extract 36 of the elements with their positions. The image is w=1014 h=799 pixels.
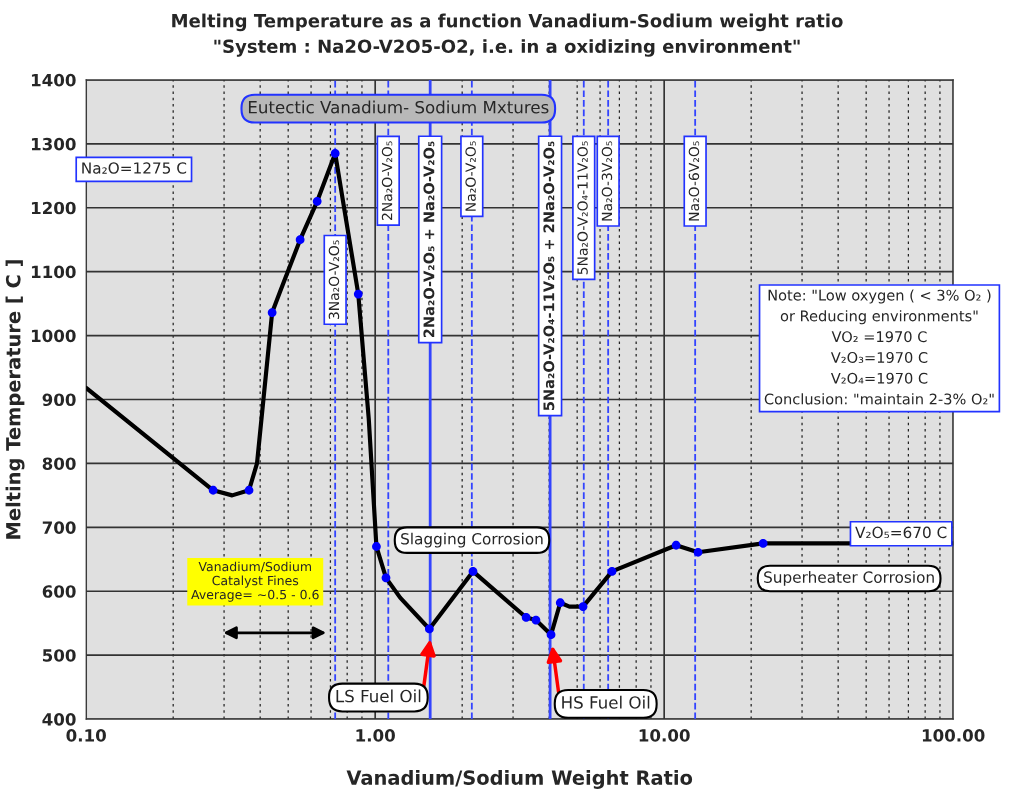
y-tick-label: 1000 bbox=[31, 329, 76, 343]
x-axis-title: Vanadium/Sodium Weight Ratio bbox=[346, 769, 693, 789]
ref-line-label: Na₂O-V₂O₅ bbox=[465, 141, 476, 211]
ref-line-label: 5Na₂O-V₂O₄-11V₂O₅ bbox=[577, 141, 588, 275]
x-tick-label: 1.00 bbox=[356, 729, 395, 742]
annotation: HS Fuel Oil bbox=[562, 695, 650, 709]
y-tick-label: 1400 bbox=[31, 73, 76, 87]
y-tick-label: 1100 bbox=[31, 265, 76, 279]
annotation: Note: "Low oxygen ( < 3% O₂ ) or Reducing environments" VO₂ =1970 C V₂O₃=1970 C V₂O₄=1970 C Conclusion: "maintain 2-3% O₂" bbox=[764, 289, 994, 405]
ref-line-label: 3Na₂O-V₂O₅ bbox=[328, 240, 340, 320]
y-tick-label: 500 bbox=[42, 649, 76, 662]
ref-line-label: 2Na₂O-V₂O₅ bbox=[381, 141, 393, 220]
annotation: Vanadium/Sodium Catalyst Fines Average= ~0.5 - 0.6 bbox=[191, 561, 319, 602]
y-tick-label: 1300 bbox=[31, 137, 76, 151]
x-tick-label: 100.00 bbox=[922, 729, 985, 742]
ref-line-label: Na₂O-6V₂O₅ bbox=[688, 141, 700, 221]
ref-line-label: 5Na₂O-V₂O₄-11V₂O₅ + 2Na₂O-V₂O₅ bbox=[543, 141, 555, 411]
y-axis-title: Melting Temperature [ C ] bbox=[5, 260, 25, 539]
chart-subtitle: "System : Na2O-V2O5-O2, i.e. in a oxidizing environment" bbox=[214, 39, 800, 57]
annotation: Slagging Corrosion bbox=[401, 532, 543, 548]
y-tick-label: 900 bbox=[42, 393, 76, 407]
chart-title: Melting Temperature as a function Vanadium-Sodium weight ratio bbox=[172, 13, 843, 32]
y-tick-label: 700 bbox=[42, 521, 76, 534]
x-tick-label: 0.10 bbox=[66, 729, 106, 742]
y-tick-label: 1200 bbox=[31, 201, 76, 215]
x-tick-label: 10.00 bbox=[639, 729, 690, 742]
ref-line-label: 2Na₂O-V₂O₅ + Na₂O-V₂O₅ bbox=[423, 141, 435, 338]
annotation: Na₂O=1275 C bbox=[82, 162, 187, 174]
y-tick-label: 400 bbox=[42, 713, 76, 726]
y-tick-label: 800 bbox=[42, 457, 76, 470]
annotation: Eutectic Vanadium- Sodium Mxtures bbox=[248, 100, 549, 114]
annotation: Superheater Corrosion bbox=[764, 571, 934, 586]
annotation: V₂O₅=670 C bbox=[855, 526, 947, 539]
annotation: LS Fuel Oil bbox=[336, 689, 421, 703]
ref-line-label: Na₂O-3V₂O₅ bbox=[601, 141, 613, 221]
y-tick-label: 600 bbox=[42, 585, 76, 598]
